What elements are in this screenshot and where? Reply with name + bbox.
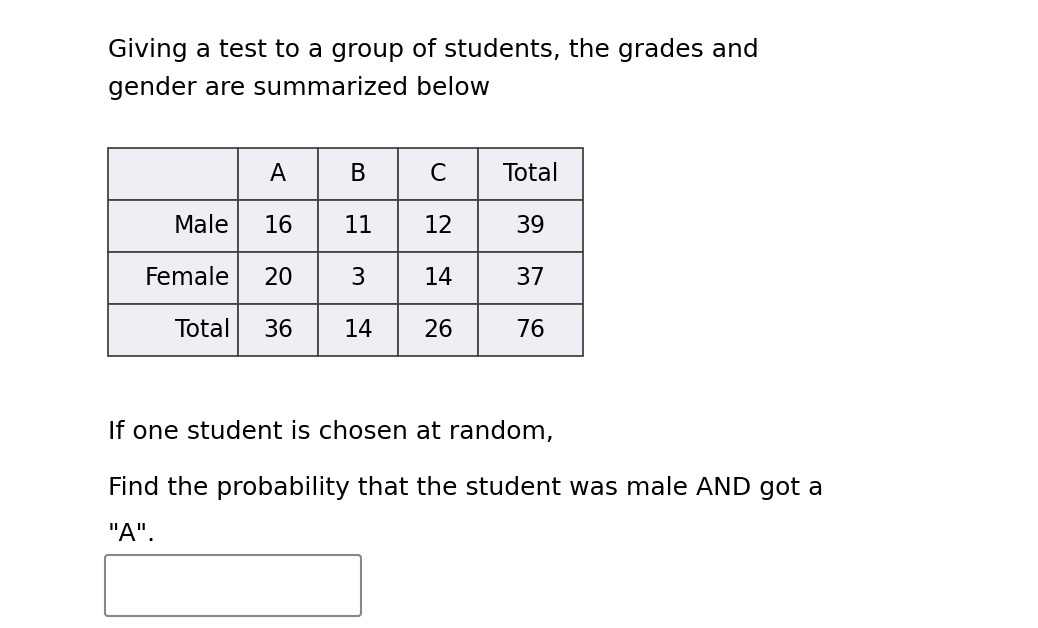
Bar [238, 304, 318, 356]
Bar [238, 200, 318, 252]
Bar [398, 304, 479, 356]
Text: gender are summarized below: gender are summarized below [108, 76, 490, 100]
Text: Total: Total [174, 318, 230, 342]
Bar [108, 304, 238, 356]
Bar [479, 148, 583, 200]
Text: 3: 3 [351, 266, 365, 290]
Text: A: A [270, 162, 286, 186]
Bar [318, 200, 398, 252]
Bar [108, 200, 238, 252]
Text: 12: 12 [424, 214, 453, 238]
Text: Giving a test to a group of students, the grades and: Giving a test to a group of students, th… [108, 38, 759, 62]
Text: 76: 76 [516, 318, 546, 342]
Bar [238, 252, 318, 304]
Bar [398, 148, 479, 200]
Text: Find the probability that the student was male AND got a: Find the probability that the student wa… [108, 476, 823, 500]
Text: "A".: "A". [108, 522, 156, 546]
Text: 16: 16 [263, 214, 293, 238]
Bar [479, 252, 583, 304]
Bar [318, 304, 398, 356]
Bar [108, 252, 238, 304]
Bar [238, 148, 318, 200]
Text: 37: 37 [516, 266, 546, 290]
Bar [318, 252, 398, 304]
Text: 20: 20 [263, 266, 293, 290]
Text: Male: Male [174, 214, 230, 238]
Text: C: C [430, 162, 446, 186]
Text: Total: Total [502, 162, 558, 186]
Text: 14: 14 [424, 266, 453, 290]
Text: 11: 11 [344, 214, 373, 238]
FancyBboxPatch shape [105, 555, 361, 616]
Text: Female: Female [144, 266, 230, 290]
Bar [479, 304, 583, 356]
Bar [108, 148, 238, 200]
Text: 39: 39 [516, 214, 546, 238]
Text: If one student is chosen at random,: If one student is chosen at random, [108, 420, 554, 444]
Bar [318, 148, 398, 200]
Bar [398, 252, 479, 304]
Bar [398, 200, 479, 252]
Text: 36: 36 [263, 318, 293, 342]
Text: 26: 26 [424, 318, 453, 342]
Text: B: B [350, 162, 366, 186]
Bar [479, 200, 583, 252]
Text: 14: 14 [344, 318, 373, 342]
